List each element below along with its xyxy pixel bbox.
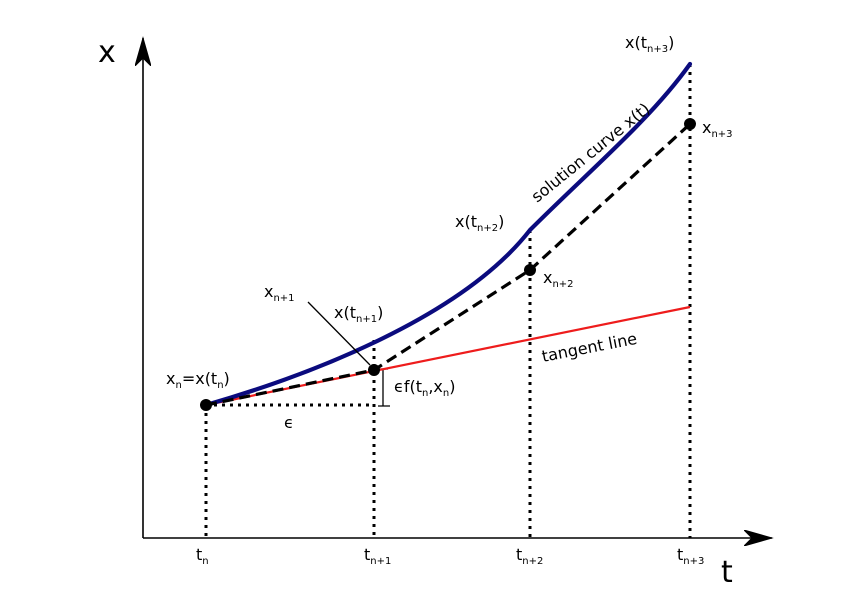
- tick-label-tn: tn: [196, 545, 209, 567]
- tick-label-tn2: tn+2: [516, 545, 543, 567]
- label-xn3: xn+3: [702, 118, 733, 140]
- euler-path: [205, 122, 692, 407]
- label-step-height: ϵf(tn,xn): [394, 377, 456, 399]
- label-xt-n1: x(tn+1): [334, 303, 383, 325]
- solution-curve: [203, 61, 693, 408]
- point-xn: [200, 399, 212, 411]
- tick-label-tn1: tn+1: [364, 545, 391, 567]
- x-axis-symbol: x: [98, 35, 116, 70]
- tick-label-tn3: tn+3: [677, 545, 704, 567]
- label-solution-curve: solution curve x(t): [528, 99, 654, 206]
- point-xn2: [524, 264, 536, 276]
- label-xt-n2: x(tn+2): [455, 212, 504, 234]
- xn1-leader-line: [307, 301, 371, 366]
- step-height-bracket: [378, 368, 390, 407]
- label-xn1: xn+1: [264, 282, 295, 304]
- label-epsilon: ϵ: [284, 413, 294, 432]
- label-xn: xn=x(tn): [166, 369, 230, 391]
- label-xn2: xn+2: [543, 268, 574, 290]
- point-xn1: [368, 364, 380, 376]
- point-xn3: [684, 118, 696, 130]
- tangent-line: [205, 305, 691, 407]
- t-axis-symbol: t: [721, 555, 733, 590]
- label-xt-n3: x(tn+3): [625, 33, 674, 55]
